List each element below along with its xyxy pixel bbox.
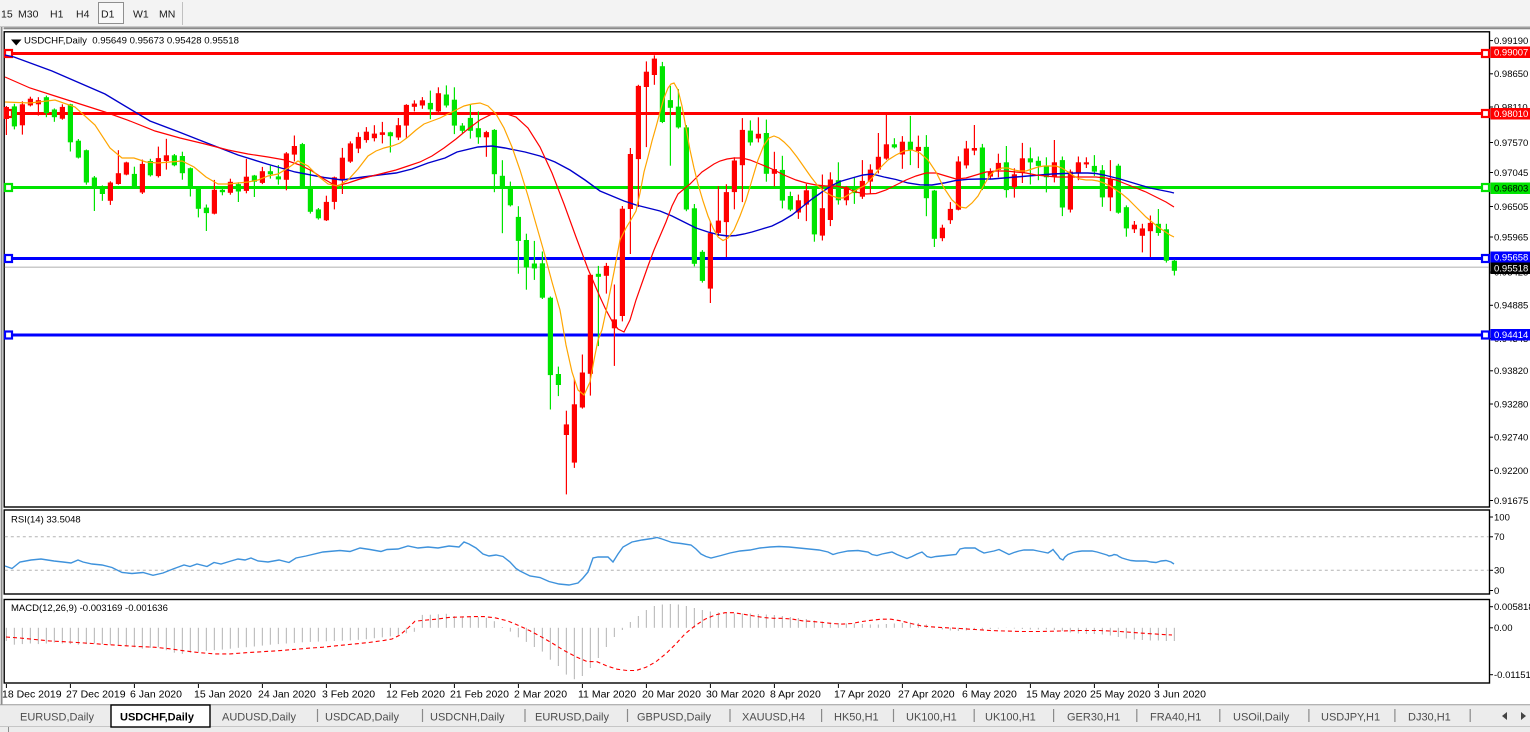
svg-text:17 Apr 2020: 17 Apr 2020	[834, 689, 891, 701]
svg-text:USDCNH,Daily: USDCNH,Daily	[430, 712, 505, 724]
svg-text:GER30,H1: GER30,H1	[1067, 712, 1120, 724]
svg-text:3 Jun 2020: 3 Jun 2020	[1154, 689, 1206, 701]
svg-text:EURUSD,Daily: EURUSD,Daily	[20, 712, 94, 724]
svg-text:3 Feb 2020: 3 Feb 2020	[322, 689, 375, 701]
svg-text:USOil,Daily: USOil,Daily	[1233, 712, 1290, 724]
svg-text:11 Mar 2020: 11 Mar 2020	[578, 689, 636, 701]
svg-text:0.98650: 0.98650	[1494, 69, 1528, 80]
svg-text:0.93820: 0.93820	[1494, 366, 1528, 377]
svg-text:25 May 2020: 25 May 2020	[1090, 689, 1151, 701]
svg-text:H1: H1	[50, 9, 64, 21]
svg-text:MACD(12,26,9) -0.003169 -0.001: MACD(12,26,9) -0.003169 -0.001636	[11, 603, 168, 614]
svg-text:0.96803: 0.96803	[1494, 184, 1528, 195]
svg-text:AUDUSD,Daily: AUDUSD,Daily	[222, 712, 296, 724]
svg-text:27 Apr 2020: 27 Apr 2020	[898, 689, 955, 701]
svg-text:20 Mar 2020: 20 Mar 2020	[642, 689, 701, 701]
svg-text:100: 100	[1494, 512, 1510, 523]
svg-text:8 Apr 2020: 8 Apr 2020	[770, 689, 821, 701]
svg-text:USDCHF,Daily 0.95649 0.95673: USDCHF,Daily 0.95649 0.95673 0.95428 0.9…	[24, 36, 239, 47]
svg-text:M30: M30	[18, 9, 39, 21]
svg-text:UK100,H1: UK100,H1	[985, 712, 1036, 724]
svg-text:30: 30	[1494, 566, 1505, 577]
svg-text:0.98110: 0.98110	[1494, 102, 1528, 113]
svg-text:15 Jan 2020: 15 Jan 2020	[194, 689, 252, 701]
svg-text:6 Jan 2020: 6 Jan 2020	[130, 689, 182, 701]
svg-text:USDJPY,H1: USDJPY,H1	[1321, 712, 1380, 724]
svg-text:H4: H4	[76, 9, 90, 21]
svg-text:0.96505: 0.96505	[1494, 202, 1528, 213]
svg-text:0.94414: 0.94414	[1494, 330, 1528, 341]
svg-text:0.95965: 0.95965	[1494, 232, 1528, 243]
svg-text:24 Jan 2020: 24 Jan 2020	[258, 689, 316, 701]
svg-text:18 Dec 2019: 18 Dec 2019	[2, 689, 62, 701]
svg-text:70: 70	[1494, 532, 1505, 543]
svg-text:2 Mar 2020: 2 Mar 2020	[514, 689, 567, 701]
svg-text:0.91675: 0.91675	[1494, 496, 1528, 507]
svg-text:30 Mar 2020: 30 Mar 2020	[706, 689, 765, 701]
svg-text:USDCHF,Daily: USDCHF,Daily	[120, 712, 195, 724]
svg-text:0.005818: 0.005818	[1494, 602, 1530, 613]
svg-text:27 Dec 2019: 27 Dec 2019	[66, 689, 126, 701]
svg-text:0.92200: 0.92200	[1494, 466, 1528, 477]
svg-text:0.95658: 0.95658	[1494, 253, 1528, 264]
svg-text:12 Feb 2020: 12 Feb 2020	[386, 689, 445, 701]
svg-text:HK50,H1: HK50,H1	[834, 712, 879, 724]
svg-text:0.99190: 0.99190	[1494, 36, 1528, 47]
svg-text:-0.011514: -0.011514	[1494, 670, 1530, 681]
svg-text:XAUUSD,H4: XAUUSD,H4	[742, 712, 805, 724]
svg-text:0.93280: 0.93280	[1494, 399, 1528, 410]
svg-text:W1: W1	[133, 9, 149, 21]
svg-text:0.94885: 0.94885	[1494, 301, 1528, 312]
svg-text:EURUSD,Daily: EURUSD,Daily	[535, 712, 609, 724]
svg-text:0: 0	[1494, 586, 1499, 597]
svg-text:GBPUSD,Daily: GBPUSD,Daily	[637, 712, 711, 724]
svg-text:FRA40,H1: FRA40,H1	[1150, 712, 1201, 724]
svg-text:0.99007: 0.99007	[1494, 48, 1528, 59]
svg-text:0.98010: 0.98010	[1494, 109, 1528, 120]
svg-text:15 May 2020: 15 May 2020	[1026, 689, 1087, 701]
svg-text:0.00: 0.00	[1494, 623, 1513, 634]
svg-text:15: 15	[1, 9, 13, 21]
svg-text:0.97045: 0.97045	[1494, 168, 1528, 179]
svg-text:0.97570: 0.97570	[1494, 138, 1528, 149]
svg-text:21 Feb 2020: 21 Feb 2020	[450, 689, 509, 701]
svg-text:D1: D1	[101, 9, 115, 21]
svg-text:RSI(14) 33.5048: RSI(14) 33.5048	[11, 515, 81, 526]
svg-text:0.95518: 0.95518	[1494, 264, 1528, 275]
svg-text:6 May 2020: 6 May 2020	[962, 689, 1017, 701]
svg-text:USDCAD,Daily: USDCAD,Daily	[325, 712, 399, 724]
svg-text:0.92740: 0.92740	[1494, 433, 1528, 444]
svg-text:UK100,H1: UK100,H1	[906, 712, 957, 724]
svg-text:DJ30,H1: DJ30,H1	[1408, 712, 1451, 724]
svg-text:MN: MN	[159, 9, 175, 21]
